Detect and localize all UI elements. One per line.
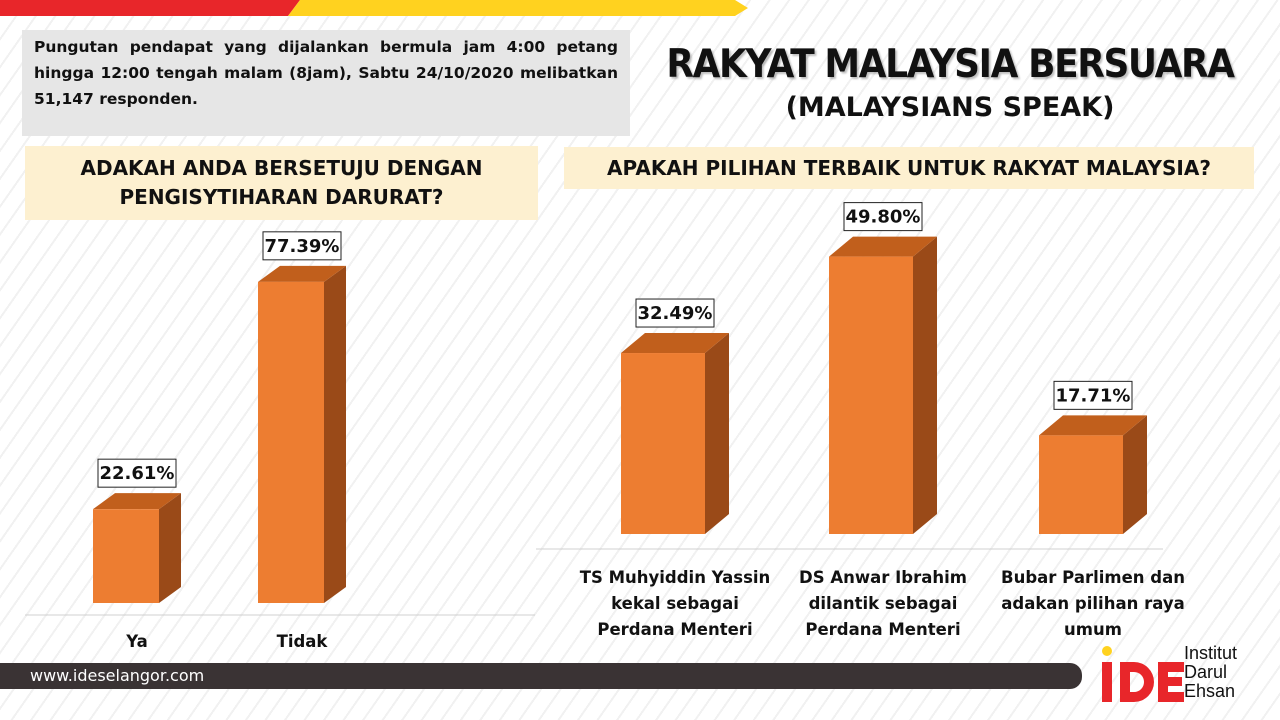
chart-2: 32.49% 49.80% 17.71% (536, 202, 1163, 550)
page-subtitle: (MALAYSIANS SPEAK) (785, 92, 1115, 123)
bar-top-face (829, 236, 937, 257)
data-label: 77.39% (265, 236, 340, 257)
survey-note: Pungutan pendapat yang dijalankan bermul… (22, 30, 630, 136)
data-label: 32.49% (638, 303, 713, 324)
data-label-box (843, 202, 923, 232)
bar-front-face (829, 256, 913, 534)
logo-letter-e (1158, 662, 1184, 702)
category-label: TS Muhyiddin Yassin kekal sebagai Perdana … (579, 568, 771, 639)
logo-text-line-1: Institut (1184, 643, 1238, 663)
bar-3: 17.71% (1039, 380, 1147, 534)
bar-front-face (1039, 435, 1123, 534)
red-accent-stripe (0, 0, 300, 16)
bar-top-face (1039, 415, 1147, 436)
category-label: Tidak (276, 632, 328, 651)
bar-1: 32.49% (621, 298, 729, 534)
top-accent-bar (0, 0, 748, 16)
bar-side-face (1123, 415, 1147, 534)
yellow-accent-stripe (288, 0, 748, 16)
website-url[interactable]: www.ideselangor.com (30, 666, 205, 685)
data-label-box (97, 458, 177, 488)
data-label: 49.80% (846, 207, 921, 228)
bar-side-face (324, 265, 346, 603)
bar-front-face (621, 353, 705, 534)
data-label-box (1053, 380, 1133, 410)
footer-bar (0, 663, 1082, 689)
category-label: DS Anwar Ibrahim dilantik sebagai Perdana … (799, 568, 967, 639)
logo-letter-d (1120, 662, 1154, 702)
bar-front-face (93, 509, 159, 603)
data-label-box (635, 298, 715, 328)
logo-text-line-2: Darul (1184, 662, 1228, 682)
data-label: 17.71% (1056, 385, 1131, 406)
institute-logo: Institut Darul Ehsan (1098, 640, 1268, 710)
bar-1: 22.61% (93, 458, 181, 603)
logo-dot (1102, 646, 1112, 656)
bar-top-face (258, 265, 346, 282)
data-label-box (262, 231, 342, 261)
data-label: 22.61% (100, 463, 175, 484)
category-label: Bubar Parlimen dan adakan pilihan raya umu… (1001, 568, 1185, 639)
chart-1: 22.61% 77.39% (25, 231, 535, 616)
bar-side-face (159, 493, 181, 603)
bar-front-face (258, 281, 324, 603)
bar-side-face (913, 236, 937, 534)
chart-1-title: ADAKAH ANDA BERSETUJU DENGAN PENGISYTIHA… (25, 146, 538, 220)
page-title: RAKYAT MALAYSIA BERSUARA (666, 42, 1235, 87)
logo-text-line-3: Ehsan (1184, 681, 1236, 701)
ide-logo-mark (1102, 646, 1184, 702)
bar-side-face (705, 333, 729, 534)
bar-2: 77.39% (258, 231, 346, 603)
chart-2-title: APAKAH PILIHAN TERBAIK UNTUK RAKYAT MALA… (564, 147, 1254, 189)
category-label: Ya (126, 632, 148, 651)
bar-top-face (93, 493, 181, 510)
bar-top-face (621, 333, 729, 354)
logo-letter-i (1102, 662, 1112, 702)
bar-2: 49.80% (829, 202, 937, 534)
